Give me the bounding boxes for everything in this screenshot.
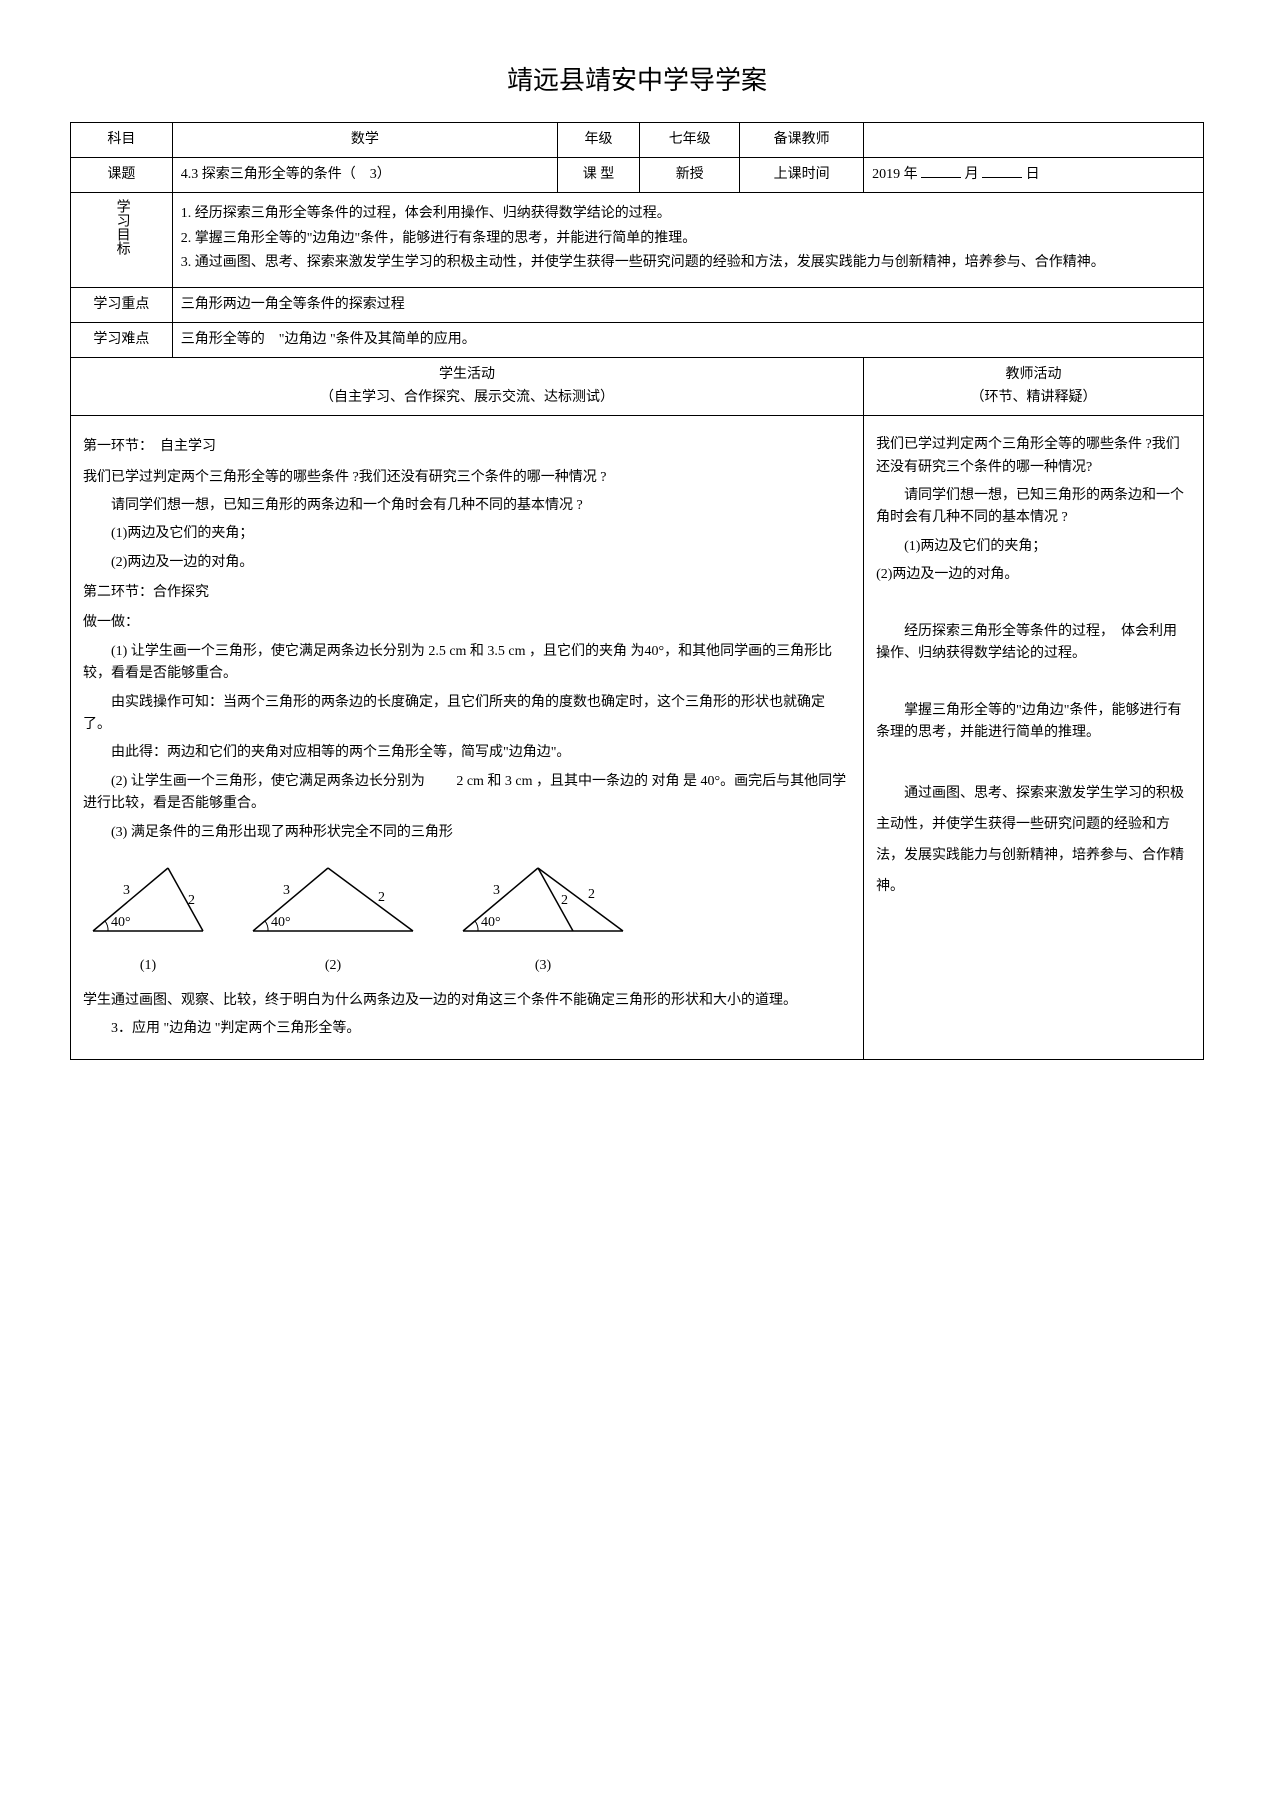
teacher-content: 我们已学过判定两个三角形全等的哪些条件 ?我们还没有研究三个条件的哪一种情况? … [864,416,1204,1059]
grade-value: 七年级 [640,122,740,157]
time-value: 2019 年 月 日 [864,157,1204,192]
svg-text:2: 2 [378,890,385,905]
tri-label-1: (1) [83,955,213,977]
triangle-3-svg: 3 2 2 40° [453,856,633,941]
lesson-plan-table: 科目 数学 年级 七年级 备课教师 课题 4.3 探索三角形全等的条件（ 3） … [70,122,1204,1060]
svg-text:40°: 40° [481,915,501,930]
t7: 通过画图、思考、探索来激发学生学习的积极主动性，并使学生获得一些研究问题的经验和… [876,779,1191,902]
s2-p1: (1) 让学生画一个三角形，使它满足两条边长分别为 2.5 cm 和 3.5 c… [83,641,851,686]
topic-label: 课题 [71,157,173,192]
svg-text:2: 2 [188,893,195,908]
teacher-label-text: 教师活动 [872,364,1195,386]
s2-p4: (2) 让学生画一个三角形，使它满足两条边长分别为 2 cm 和 3 cm ，且… [83,771,851,816]
s2-p5: (3) 满足条件的三角形出现了两种形状完全不同的三角形 [83,822,851,844]
t4: (2)两边及一边的对角。 [876,564,1191,586]
triangles-container: 3 2 40° (1) 3 2 40° [83,856,851,978]
student-content: 第一环节： 自主学习 我们已学过判定两个三角形全等的哪些条件 ?我们还没有研究三… [71,416,864,1059]
day-text: 日 [1026,167,1040,182]
time-label: 上课时间 [740,157,864,192]
student-label: 学生活动 [79,364,855,386]
triangle-2-svg: 3 2 40° [243,856,423,941]
page-title: 靖远县靖安中学导学案 [70,60,1204,102]
svg-text:3: 3 [493,883,500,898]
subject-label: 科目 [71,122,173,157]
difficulty-value: 三角形全等的 "边角边 "条件及其简单的应用。 [172,322,1203,357]
triangle-2-group: 3 2 40° (2) [243,856,423,978]
t3: (1)两边及它们的夹角； [876,536,1191,558]
keypoint-value: 三角形两边一角全等条件的探索过程 [172,287,1203,322]
subject-value: 数学 [172,122,557,157]
keypoint-label: 学习重点 [71,287,173,322]
svg-text:2: 2 [588,887,595,902]
type-label: 课 型 [557,157,639,192]
student-activity-header: 学生活动 （自主学习、合作探究、展示交流、达标测试） [71,358,864,416]
section-1-title: 第一环节： 自主学习 [83,436,851,458]
obj-num-3: 3. [181,255,192,270]
svg-text:3: 3 [283,883,290,898]
t5: 经历探索三角形全等条件的过程， 体会利用操作、归纳获得数学结论的过程。 [876,621,1191,666]
day-blank [982,164,1022,178]
t1: 我们已学过判定两个三角形全等的哪些条件 ?我们还没有研究三个条件的哪一种情况? [876,434,1191,479]
obj-text-3: 通过画图、思考、探索来激发学生学习的积极主动性，并使学生获得一些研究问题的经验和… [195,255,1105,270]
s1-p4: (2)两边及一边的对角。 [83,552,851,574]
s2-p4a: (2) 让学生画一个三角形，使它满足两条边长分别为 [111,774,425,789]
obj-num-2: 2. [181,231,192,246]
teacher-sublabel: （环节、精讲释疑） [872,387,1195,409]
topic-value: 4.3 探索三角形全等的条件（ 3） [172,157,557,192]
teacher-label: 备课教师 [740,122,864,157]
teacher-activity-header: 教师活动 （环节、精讲释疑） [864,358,1204,416]
section-2-title: 第二环节：合作探究 [83,582,851,604]
svg-text:40°: 40° [111,915,131,930]
student-sublabel: （自主学习、合作探究、展示交流、达标测试） [79,387,855,409]
triangle-1-group: 3 2 40° (1) [83,856,213,978]
s1-p1: 我们已学过判定两个三角形全等的哪些条件 ?我们还没有研究三个条件的哪一种情况 ? [83,467,851,489]
svg-text:2: 2 [561,893,568,908]
teacher-value [864,122,1204,157]
t6: 掌握三角形全等的"边角边"条件，能够进行有条理的思考，并能进行简单的推理。 [876,700,1191,745]
grade-label: 年级 [557,122,639,157]
triangle-1-svg: 3 2 40° [83,856,213,941]
obj-text-1: 经历探索三角形全等条件的过程，体会利用操作、归纳获得数学结论的过程。 [195,206,671,221]
tri-label-3: (3) [453,955,633,977]
s2-sub: 做一做： [83,612,851,634]
year-text: 2019 年 [872,167,918,182]
triangle-3-group: 3 2 2 40° (3) [453,856,633,978]
s2-footer: 学生通过画图、观察、比较，终于明白为什么两条边及一边的对角这三个条件不能确定三角… [83,990,851,1012]
obj-text-2: 掌握三角形全等的"边角边"条件，能够进行有条理的思考，并能进行简单的推理。 [195,231,696,246]
svg-text:40°: 40° [271,915,291,930]
type-value: 新授 [640,157,740,192]
tri-label-2: (2) [243,955,423,977]
s2-p2: 由实践操作可知：当两个三角形的两条边的长度确定，且它们所夹的角的度数也确定时，这… [83,692,851,737]
s1-p2: 请同学们想一想，已知三角形的两条边和一个角时会有几种不同的基本情况 ? [83,495,851,517]
s1-p3: (1)两边及它们的夹角； [83,523,851,545]
s2-p3: 由此得：两边和它们的夹角对应相等的两个三角形全等，简写成"边角边"。 [83,742,851,764]
objectives-content: 1. 经历探索三角形全等条件的过程，体会利用操作、归纳获得数学结论的过程。 2.… [172,193,1203,287]
obj-num-1: 1. [181,206,192,221]
t2: 请同学们想一想，已知三角形的两条边和一个角时会有几种不同的基本情况 ? [876,485,1191,530]
objectives-label: 学习目标 [71,193,173,287]
svg-text:3: 3 [123,883,130,898]
month-blank [921,164,961,178]
difficulty-label: 学习难点 [71,322,173,357]
s2-p6: 3．应用 "边角边 "判定两个三角形全等。 [83,1018,851,1040]
month-text: 月 [965,167,979,182]
